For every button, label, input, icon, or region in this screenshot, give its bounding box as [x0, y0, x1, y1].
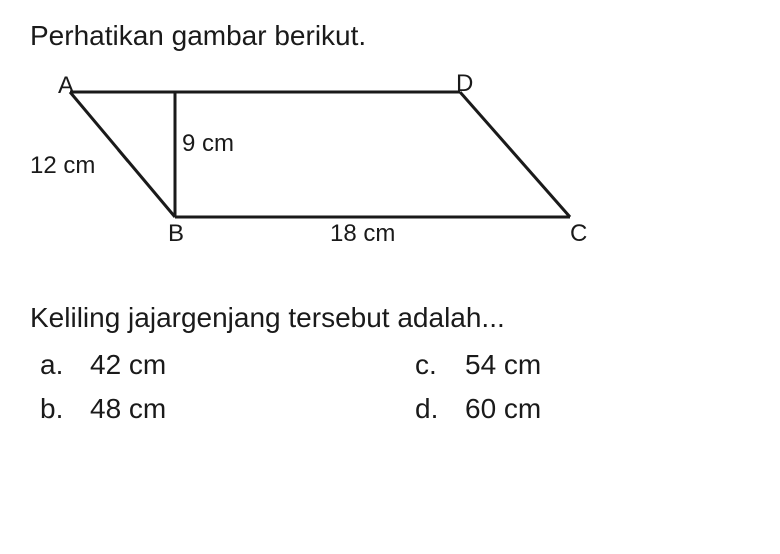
tick-mark: [118, 150, 128, 162]
option-c: c. 54 cm: [415, 349, 750, 381]
option-d: d. 60 cm: [415, 393, 750, 425]
option-text: 42 cm: [90, 349, 166, 381]
measurement-height: 9 cm: [182, 130, 234, 158]
vertex-label-D: D: [456, 70, 473, 98]
question-prompt: Keliling jajargenjang tersebut adalah...: [30, 302, 750, 334]
vertex-label-B: B: [168, 220, 184, 248]
option-letter: d.: [415, 393, 445, 425]
option-letter: a.: [40, 349, 70, 381]
measurement-AB: 12 cm: [30, 152, 95, 180]
option-text: 48 cm: [90, 393, 166, 425]
option-a: a. 42 cm: [40, 349, 375, 381]
measurement-BC: 18 cm: [330, 220, 395, 248]
edge-DC: [460, 92, 570, 217]
parallelogram-diagram: A D B C 12 cm 9 cm 18 cm: [30, 72, 630, 272]
option-b: b. 48 cm: [40, 393, 375, 425]
question-intro: Perhatikan gambar berikut.: [30, 20, 750, 52]
option-letter: b.: [40, 393, 70, 425]
option-letter: c.: [415, 349, 445, 381]
option-text: 54 cm: [465, 349, 541, 381]
vertex-label-C: C: [570, 220, 587, 248]
option-text: 60 cm: [465, 393, 541, 425]
options-grid: a. 42 cm c. 54 cm b. 48 cm d. 60 cm: [30, 349, 750, 425]
vertex-label-A: A: [58, 72, 74, 100]
